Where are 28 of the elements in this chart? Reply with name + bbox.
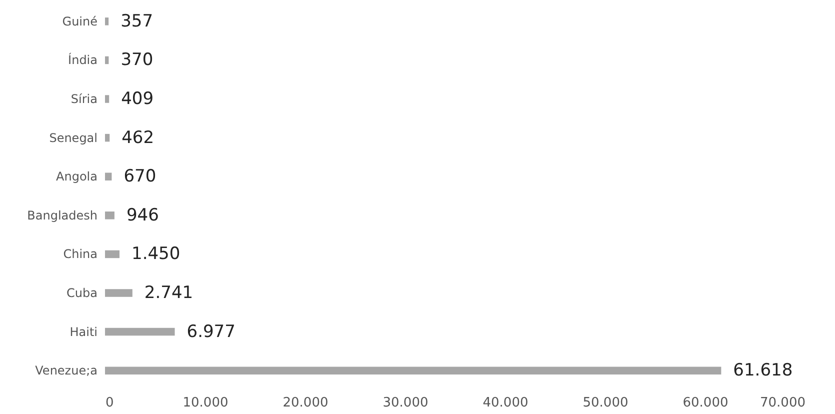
data-label: 61.618	[733, 360, 793, 381]
x-tick-label: 70.000	[760, 396, 806, 410]
data-label: 409	[121, 89, 154, 109]
y-tick-label: Guiné	[62, 14, 98, 28]
y-tick-label: Índia	[68, 52, 98, 68]
y-tick-label: Bangladesh	[27, 208, 98, 222]
y-tick-label: Venezue;a	[35, 364, 98, 378]
data-label: 370	[120, 50, 154, 70]
x-tick-label: 60.000	[682, 396, 728, 410]
data-label: 946	[126, 205, 159, 226]
y-tick-label: Senegal	[49, 130, 98, 145]
y-tick-label: Cuba	[66, 286, 98, 300]
x-tick-label: 40.000	[482, 396, 528, 410]
data-label: 6.977	[186, 322, 236, 342]
data-label: 1.450	[132, 244, 180, 264]
data-label: 357	[120, 11, 154, 32]
x-tick-label: 20.000	[282, 396, 328, 410]
x-tick-label: 30.000	[382, 396, 428, 410]
x-tick-label: 50.000	[582, 396, 628, 410]
y-tick-label: Haiti	[70, 324, 98, 339]
y-tick-label: Síria	[70, 92, 98, 106]
data-label: 2.741	[144, 283, 194, 303]
x-tick-label: 0	[106, 396, 114, 410]
y-tick-label: China	[63, 247, 98, 262]
data-label: 462	[122, 128, 154, 148]
data-label: 670	[124, 166, 156, 187]
x-tick-label: 10.000	[182, 396, 228, 410]
y-tick-label: Angola	[56, 170, 98, 184]
